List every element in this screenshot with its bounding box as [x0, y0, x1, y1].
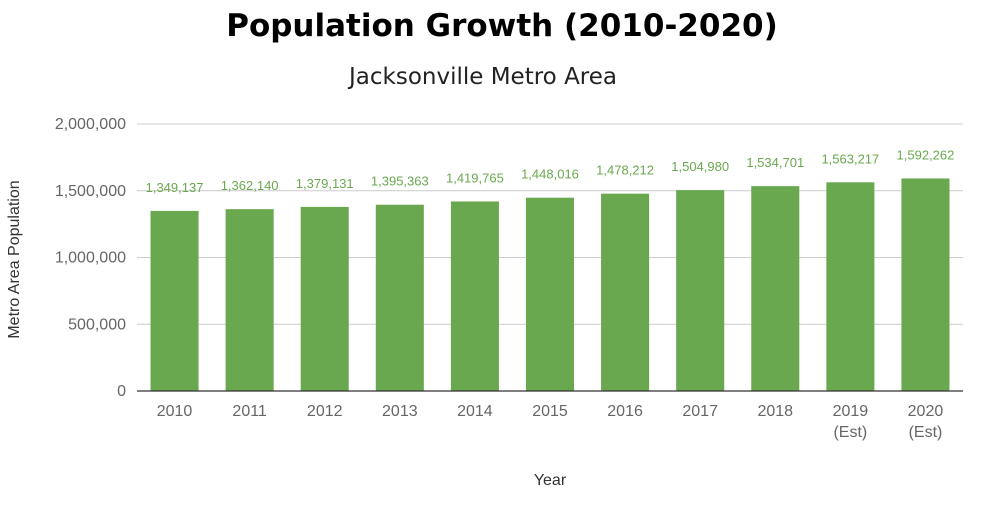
data-label: 1,478,212: [596, 163, 654, 178]
y-tick-label: 2,000,000: [55, 116, 126, 133]
data-label: 1,592,262: [897, 147, 955, 162]
x-tick-label-line: 2012: [307, 403, 343, 420]
x-tick-label: 2013: [382, 403, 418, 420]
y-tick-label: 500,000: [68, 316, 126, 333]
x-tick-label-line: (Est): [909, 424, 943, 441]
x-tick-label: 2011: [232, 403, 267, 420]
bars: [150, 178, 950, 391]
x-tick-label-line: 2011: [232, 403, 267, 420]
x-tick-label-line: 2020: [908, 403, 944, 420]
bar: [525, 197, 575, 391]
x-tick-label-line: 2018: [757, 403, 793, 420]
bar: [225, 209, 274, 391]
bar: [150, 210, 199, 391]
chart-title: Population Growth (2010-2020): [226, 8, 778, 44]
chart-subtitle: Jacksonville Metro Area: [349, 64, 617, 90]
data-label: 1,349,137: [146, 180, 204, 195]
y-tick-label: 0: [117, 383, 126, 400]
y-tick-label: 1,000,000: [55, 250, 126, 267]
x-tick-label-line: (Est): [833, 424, 867, 441]
x-tick-label-line: 2019: [833, 403, 869, 420]
x-tick-label: 2012: [307, 403, 343, 420]
x-tick-label: 2015: [532, 403, 568, 420]
data-label: 1,379,131: [296, 176, 354, 191]
data-label: 1,504,980: [671, 159, 729, 174]
y-tick-label: 1,500,000: [55, 183, 126, 200]
x-tick-label: 2016: [607, 403, 643, 420]
x-tick-label-line: 2010: [157, 403, 193, 420]
data-labels: 1,349,137 1,362,140 1,379,131 1,395,363 1,41…: [146, 147, 955, 194]
bar: [450, 201, 499, 391]
x-tick-label: 2020 (Est): [908, 403, 944, 441]
x-tick-label-line: 2016: [607, 403, 643, 420]
bar: [375, 204, 424, 391]
x-tick-label-line: 2014: [457, 403, 493, 420]
y-tick-labels: 0 500,000 1,000,000 1,500,000 2,000,000: [55, 116, 126, 400]
y-axis-title: Metro Area Population: [6, 180, 23, 338]
bar: [300, 206, 349, 391]
data-label: 1,362,140: [221, 178, 279, 193]
x-tick-label: 2017: [682, 403, 718, 420]
bar: [676, 190, 725, 391]
x-tick-label: 2014: [457, 403, 493, 420]
data-label: 1,534,701: [746, 155, 804, 170]
data-label: 1,419,765: [446, 170, 504, 185]
x-tick-label: 2018: [757, 403, 793, 420]
bar: [826, 182, 875, 391]
x-tick-labels: 2010 2011 2012 2013 2014 2015 2016 2017 2018 2019…: [157, 403, 944, 441]
x-tick-label-line: 2017: [682, 403, 718, 420]
x-axis-title: Year: [534, 472, 567, 489]
x-tick-label-line: 2013: [382, 403, 418, 420]
data-label: 1,448,016: [521, 167, 579, 182]
x-tick-label: 2019 (Est): [833, 403, 869, 441]
data-label: 1,563,217: [821, 151, 879, 166]
x-tick-label-line: 2015: [532, 403, 568, 420]
x-tick-label: 2010: [157, 403, 193, 420]
bar: [901, 178, 950, 391]
bar: [601, 193, 650, 391]
data-label: 1,395,363: [371, 174, 429, 189]
bar: [751, 186, 800, 391]
